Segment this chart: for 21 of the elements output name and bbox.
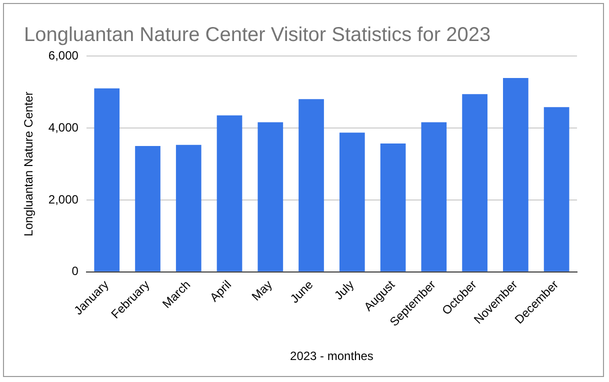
y-axis-title: Longluantan Nature Center (22, 92, 36, 236)
bar (380, 143, 406, 272)
bar (462, 94, 488, 272)
y-tick-label: 2,000 (48, 192, 79, 206)
x-tick-label: July (332, 278, 357, 303)
y-tick-label: 0 (72, 264, 79, 278)
bar (544, 107, 570, 272)
x-axis-title: 2023 - monthes (290, 349, 374, 364)
chart-title: Longluantan Nature Center Visitor Statistics for 2023 (24, 24, 491, 47)
bar (135, 146, 160, 272)
bar (298, 99, 324, 272)
bar (176, 144, 202, 272)
bar (94, 88, 120, 272)
x-tick-label: May (248, 278, 275, 304)
bar (503, 78, 528, 272)
bar (339, 132, 365, 272)
y-tick-label: 4,000 (48, 120, 79, 134)
bar (258, 122, 284, 272)
bar (421, 122, 447, 272)
bar (216, 115, 242, 272)
y-tick-label: 6,000 (48, 48, 79, 62)
